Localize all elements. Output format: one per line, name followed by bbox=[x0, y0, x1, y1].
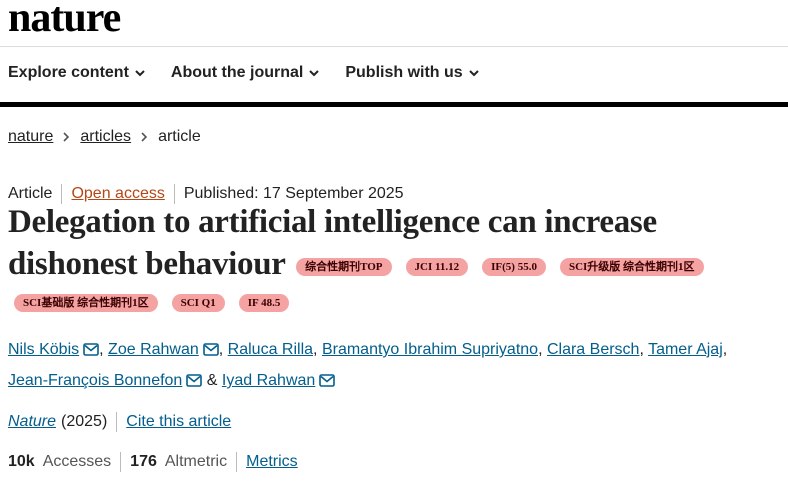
badge: JCI 11.12 bbox=[405, 258, 469, 276]
breadcrumb-item[interactable]: nature bbox=[8, 128, 54, 145]
badge: IF(5) 55.0 bbox=[482, 258, 546, 276]
author: Zoe Rahwan bbox=[108, 341, 219, 358]
accesses-label: Accesses bbox=[42, 453, 112, 470]
author-name[interactable]: Raluca Rilla bbox=[227, 341, 314, 358]
nav-label: About the journal bbox=[170, 64, 304, 81]
logo[interactable]: nature bbox=[8, 0, 121, 41]
chevron-icon bbox=[468, 69, 479, 76]
chevron-icon bbox=[141, 132, 148, 142]
email-icon bbox=[202, 343, 219, 356]
author-name[interactable]: Jean-François Bonnefon bbox=[8, 372, 183, 389]
author-separator: , bbox=[722, 341, 728, 358]
author-name[interactable]: Tamer Ajaj bbox=[648, 341, 723, 358]
badge: SCI升级版 综合性期刊1区 bbox=[559, 258, 704, 276]
author-name[interactable]: Nils Köbis bbox=[8, 341, 80, 358]
separator bbox=[236, 452, 238, 472]
altmetric-value: 176 bbox=[130, 453, 157, 470]
author: Nils Köbis bbox=[8, 341, 99, 358]
author: Iyad Rahwan bbox=[221, 372, 336, 389]
cite-link[interactable]: Cite this article bbox=[126, 413, 232, 430]
badge: SCI基础版 综合性期刊1区 bbox=[14, 294, 158, 312]
chevron-icon bbox=[63, 132, 70, 142]
author-separator: , bbox=[538, 341, 543, 358]
separator bbox=[120, 452, 122, 472]
breadcrumb: nature articles article bbox=[8, 128, 201, 146]
email-icon bbox=[83, 343, 99, 356]
badge: IF 48.5 bbox=[238, 294, 290, 312]
divider bbox=[0, 102, 788, 107]
separator bbox=[61, 184, 63, 204]
badge: 综合性期刊TOP bbox=[296, 258, 392, 276]
article-type: Article bbox=[8, 185, 53, 202]
journal-link[interactable]: Nature bbox=[8, 413, 57, 430]
author-name[interactable]: Iyad Rahwan bbox=[221, 372, 316, 389]
chevron-icon bbox=[135, 69, 145, 76]
breadcrumb-item[interactable]: articles bbox=[80, 128, 132, 145]
nav-item[interactable]: Explore content bbox=[8, 64, 145, 82]
author: Tamer Ajaj bbox=[648, 341, 723, 358]
author-list: Nils Köbis, Zoe Rahwan, Raluca Rilla, Br… bbox=[8, 334, 778, 396]
author: Jean-François Bonnefon bbox=[8, 372, 203, 389]
citation: Nature (2025) Cite this article bbox=[8, 412, 231, 432]
author: Bramantyo Ibrahim Supriyatno bbox=[322, 341, 538, 358]
article-title: Delegation to artificial intelligence ca… bbox=[8, 204, 657, 282]
separator bbox=[173, 184, 175, 204]
author: Raluca Rilla bbox=[228, 341, 313, 358]
article-meta: Article Open access Published: 17 Septem… bbox=[8, 184, 404, 204]
nav: Explore content About the journal Publish … bbox=[8, 64, 479, 82]
email-icon bbox=[186, 374, 203, 387]
author-name[interactable]: Clara Bersch bbox=[546, 341, 640, 358]
title-block: Delegation to artificial intelligence ca… bbox=[8, 204, 738, 324]
author-name[interactable]: Zoe Rahwan bbox=[108, 341, 199, 358]
nav-item[interactable]: Publish with us bbox=[345, 64, 479, 82]
badge: SCI Q1 bbox=[171, 294, 225, 312]
author-separator: , bbox=[639, 341, 644, 358]
author-separator: , bbox=[313, 341, 318, 358]
author-separator: , bbox=[99, 341, 104, 358]
open-access[interactable]: Open access bbox=[71, 185, 165, 202]
nav-item[interactable]: About the journal bbox=[170, 64, 320, 82]
author-separator: , bbox=[218, 341, 224, 358]
metrics: 10k Accesses 176 Altmetric Metrics bbox=[8, 452, 298, 472]
metrics-link[interactable]: Metrics bbox=[246, 453, 298, 470]
separator bbox=[116, 412, 118, 432]
year: (2025) bbox=[61, 413, 108, 430]
chevron-icon bbox=[309, 69, 320, 76]
accesses-value: 10k bbox=[8, 453, 35, 470]
email-icon bbox=[319, 374, 336, 387]
breadcrumb-item: article bbox=[158, 128, 201, 145]
nav-label: Explore content bbox=[8, 64, 129, 81]
divider bbox=[0, 46, 788, 47]
author-separator: & bbox=[206, 372, 218, 389]
author-name[interactable]: Bramantyo Ibrahim Supriyatno bbox=[321, 341, 539, 358]
nav-label: Publish with us bbox=[345, 64, 463, 81]
altmetric-label: Altmetric bbox=[164, 453, 228, 470]
published-date: Published: 17 September 2025 bbox=[183, 185, 404, 202]
author: Clara Bersch bbox=[547, 341, 639, 358]
